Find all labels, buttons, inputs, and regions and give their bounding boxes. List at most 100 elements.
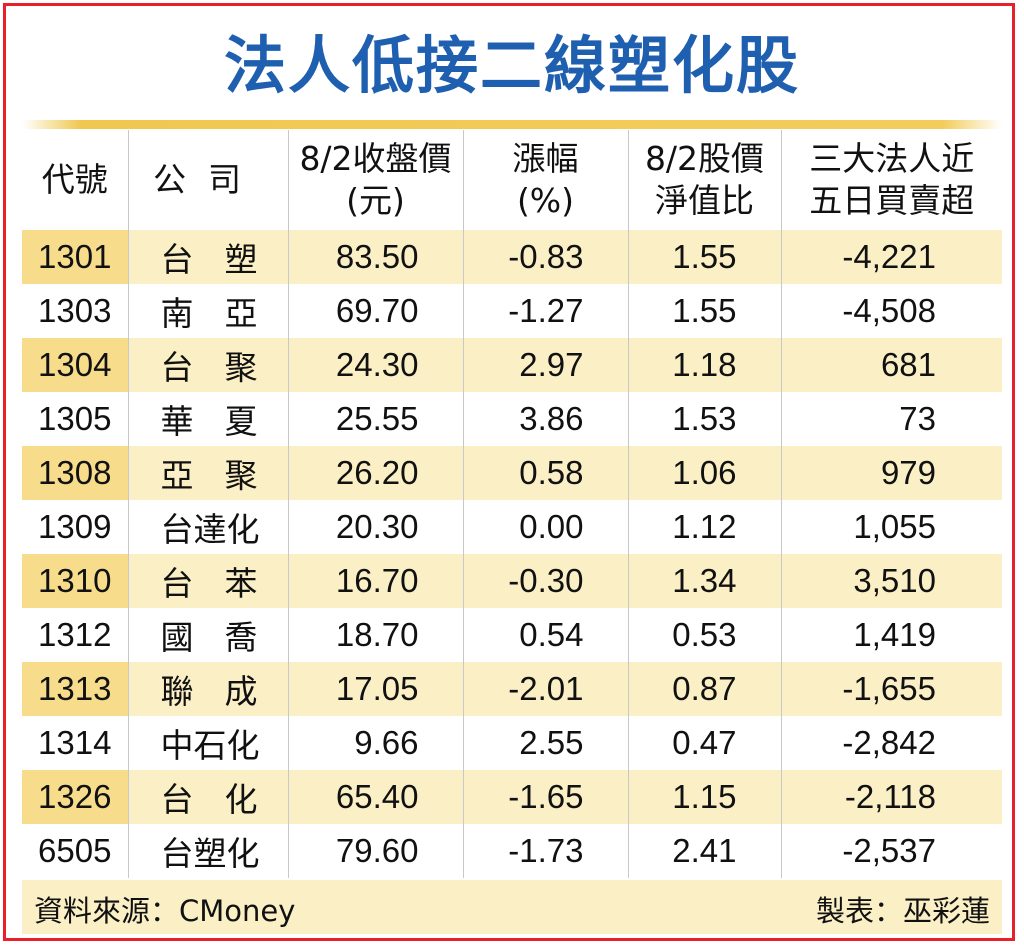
cell-company: 國喬 xyxy=(128,608,289,662)
cell-change: 3.86 xyxy=(463,392,629,446)
table-row: 1314 中石化 9.66 2.55 0.47 -2,842 xyxy=(22,716,1002,770)
table-row: 6505 台塑化 79.60 -1.73 2.41 -2,537 xyxy=(22,824,1002,878)
table-row: 1303 南亞 69.70 -1.27 1.55 -4,508 xyxy=(22,284,1002,338)
cell-code: 1309 xyxy=(22,500,129,554)
cell-pb: 1.15 xyxy=(628,770,782,824)
cell-code: 6505 xyxy=(22,824,129,878)
cell-pb: 1.18 xyxy=(628,338,782,392)
cell-pb: 1.12 xyxy=(628,500,782,554)
table-row: 1310 台苯 16.70 -0.30 1.34 3,510 xyxy=(22,554,1002,608)
cell-close: 20.30 xyxy=(288,500,464,554)
maker-note: 製表：巫彩蓮 xyxy=(815,894,990,928)
cell-inst: -4,221 xyxy=(781,230,1002,284)
cell-inst: 3,510 xyxy=(781,554,1002,608)
cell-inst: -1,655 xyxy=(781,662,1002,716)
cell-inst: 1,055 xyxy=(853,508,936,545)
cell-inst: 681 xyxy=(781,338,1002,392)
cell-pb: 1.34 xyxy=(628,554,782,608)
cell-close: 26.20 xyxy=(288,446,464,500)
table-row: 1313 聯成 17.05 -2.01 0.87 -1,655 xyxy=(22,662,1002,716)
cell-company: 台達化 xyxy=(128,500,289,554)
cell-close: 24.30 xyxy=(288,338,464,392)
cell-pb: 1.55 xyxy=(628,284,782,338)
header-inst: 三大法人近 五日買賣超 xyxy=(781,130,1002,230)
cell-change: -2.01 xyxy=(463,662,629,716)
header-change-line1: 漲幅 xyxy=(512,139,579,178)
cell-close: 16.70 xyxy=(288,554,464,608)
cell-pb: 1.53 xyxy=(628,392,782,446)
cell-change: 2.55 xyxy=(463,716,629,770)
cell-inst: -2,842 xyxy=(842,724,936,761)
table-header-row: 代號 公司 8/2收盤價 (元) 漲幅 (%) 8/2股價 淨值比 三大法人近 … xyxy=(22,130,1002,230)
cell-change: -0.30 xyxy=(463,554,629,608)
header-close: 8/2收盤價 (元) xyxy=(288,130,464,230)
table-row: 1312 國喬 18.70 0.54 0.53 1,419 xyxy=(22,608,1002,662)
cell-close: 65.40 xyxy=(288,770,464,824)
table-row: 1309 台達化 20.30 0.00 1.12 1,055 xyxy=(22,500,1002,554)
cell-pb: 0.87 xyxy=(628,662,782,716)
cell-pb: 1.06 xyxy=(628,446,782,500)
header-code: 代號 xyxy=(22,130,129,230)
cell-company: 亞聚 xyxy=(128,446,289,500)
header-pb: 8/2股價 淨值比 xyxy=(628,130,782,230)
cell-inst: 1,419 xyxy=(853,616,936,653)
cell-company: 台塑化 xyxy=(128,824,289,878)
cell-close: 25.55 xyxy=(288,392,464,446)
cell-inst: -4,508 xyxy=(842,292,936,329)
header-company: 公司 xyxy=(128,130,289,230)
header-inst-line1: 三大法人近 xyxy=(809,139,975,178)
cell-change: -1.73 xyxy=(463,824,629,878)
table-row: 1326 台化 65.40 -1.65 1.15 -2,118 xyxy=(22,770,1002,824)
cell-close: 17.05 xyxy=(288,662,464,716)
cell-change: -1.65 xyxy=(463,770,629,824)
cell-code: 1314 xyxy=(22,716,129,770)
table-row: 1301 台塑 83.50 -0.83 1.55 -4,221 xyxy=(22,230,1002,284)
cell-inst: 979 xyxy=(781,446,1002,500)
cell-change: 0.58 xyxy=(463,446,629,500)
cell-close: 18.70 xyxy=(288,608,464,662)
cell-close: 9.66 xyxy=(288,716,464,770)
source-note: 資料來源：CMoney xyxy=(34,894,296,928)
cell-change: 0.00 xyxy=(463,500,629,554)
cell-code: 1313 xyxy=(22,662,129,716)
cell-close: 83.50 xyxy=(288,230,464,284)
cell-pb: 1.55 xyxy=(628,230,782,284)
table-row: 1308 亞聚 26.20 0.58 1.06 979 xyxy=(22,446,1002,500)
cell-inst: -2,118 xyxy=(781,770,1002,824)
cell-code: 1326 xyxy=(22,770,129,824)
table-footer: 資料來源：CMoney 製表：巫彩蓮 xyxy=(22,880,1002,934)
header-close-line1: 8/2收盤價 xyxy=(299,139,452,178)
cell-code: 1310 xyxy=(22,554,129,608)
cell-company: 中石化 xyxy=(128,716,289,770)
table-body: 1301 台塑 83.50 -0.83 1.55 -4,221 1303 南亞 69.70 -1.… xyxy=(22,230,1002,878)
cell-company: 南亞 xyxy=(128,284,289,338)
cell-company: 台苯 xyxy=(128,554,289,608)
cell-close: 69.70 xyxy=(288,284,464,338)
cell-company: 台聚 xyxy=(128,338,289,392)
header-pb-line2: 淨值比 xyxy=(655,181,754,220)
header-change-line2: (%) xyxy=(516,181,575,220)
cell-pb: 2.41 xyxy=(628,824,782,878)
page-title: 法人低接二線塑化股 xyxy=(223,29,800,102)
cell-company: 聯成 xyxy=(128,662,289,716)
cell-code: 1304 xyxy=(22,338,129,392)
cell-change: 2.97 xyxy=(463,338,629,392)
cell-company: 台塑 xyxy=(128,230,289,284)
cell-change: 0.54 xyxy=(463,608,629,662)
header-inst-line2: 五日買賣超 xyxy=(809,181,975,220)
cell-pb: 0.53 xyxy=(628,608,782,662)
table-row: 1304 台聚 24.30 2.97 1.18 681 xyxy=(22,338,1002,392)
cell-change: -0.83 xyxy=(463,230,629,284)
cell-inst: -2,537 xyxy=(842,832,936,869)
cell-code: 1303 xyxy=(22,284,129,338)
title-divider xyxy=(22,120,1002,129)
cell-code: 1308 xyxy=(22,446,129,500)
cell-code: 1301 xyxy=(22,230,129,284)
cell-pb: 0.47 xyxy=(628,716,782,770)
header-pb-line1: 8/2股價 xyxy=(644,139,765,178)
cell-code: 1305 xyxy=(22,392,129,446)
outer-frame xyxy=(3,3,1015,941)
stock-table: 代號 公司 8/2收盤價 (元) 漲幅 (%) 8/2股價 淨值比 三大法人近 … xyxy=(22,130,1002,878)
cell-change: -1.27 xyxy=(463,284,629,338)
cell-company: 台化 xyxy=(128,770,289,824)
